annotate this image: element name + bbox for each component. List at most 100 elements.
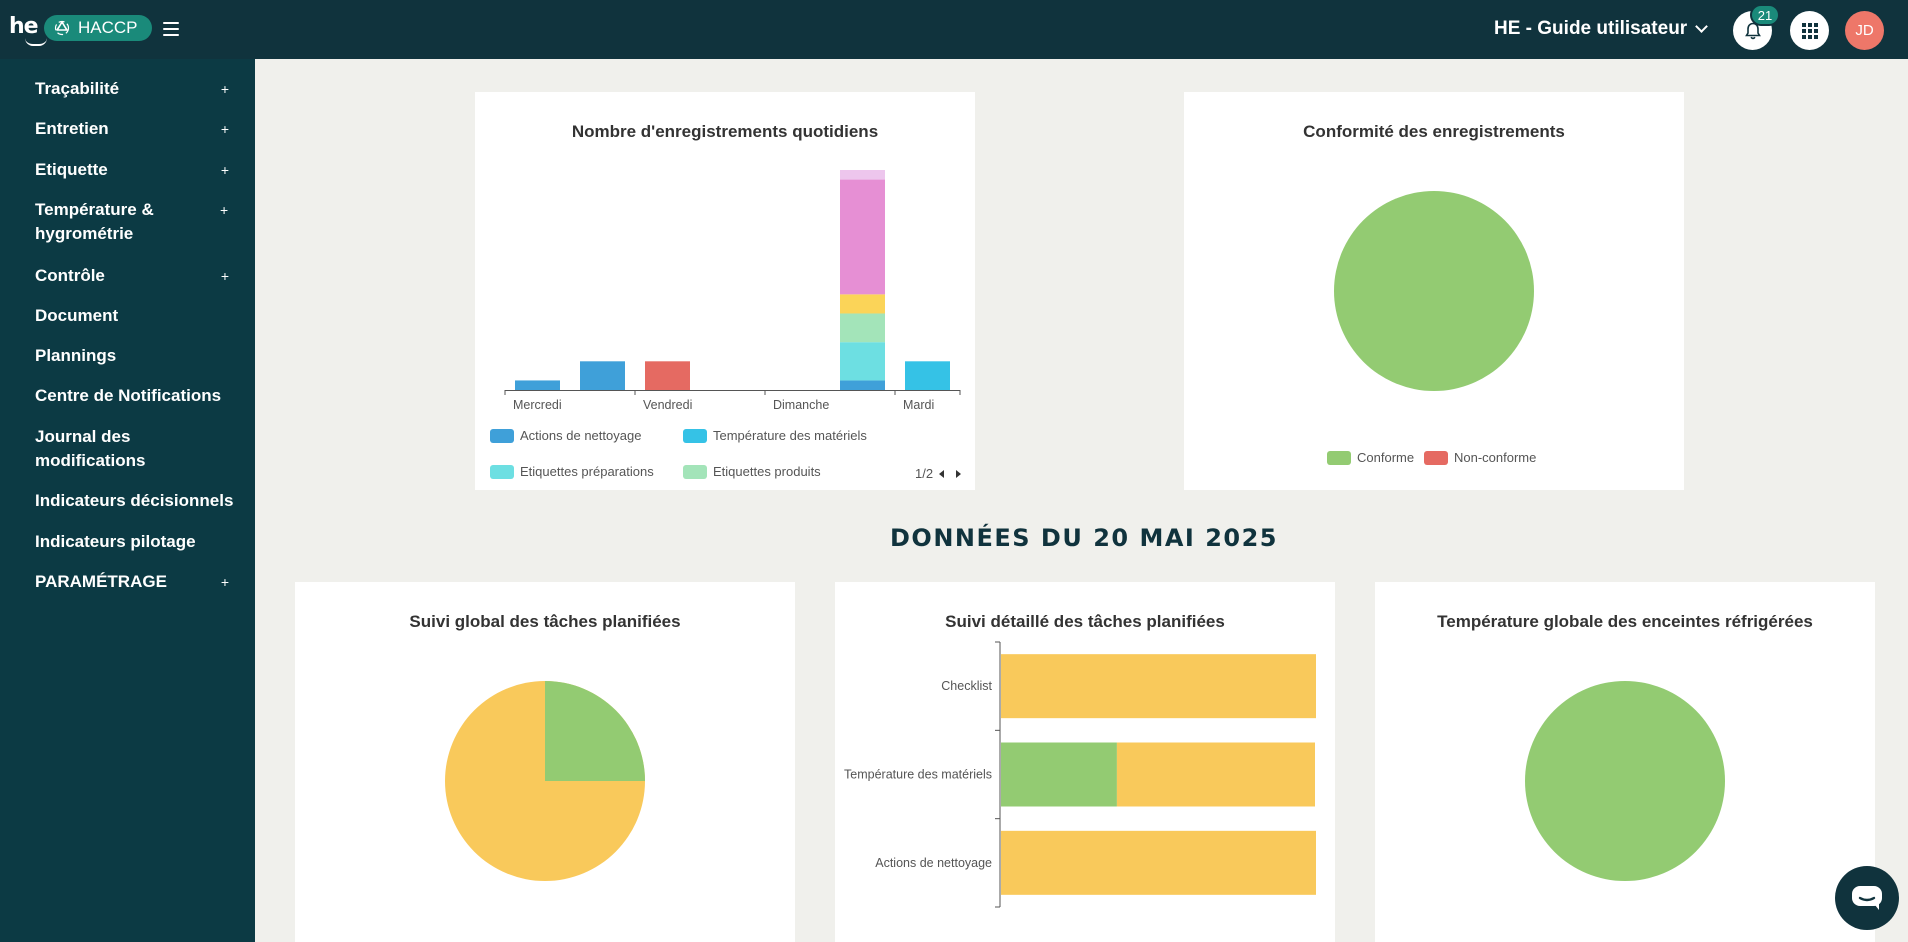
sidebar-item-label: Document [35, 306, 119, 325]
sidebar-item-label: Entretien [35, 119, 109, 138]
haccp-label: HACCP [78, 18, 138, 37]
sidebar-item-document[interactable]: Document [35, 304, 235, 328]
bar-segment[interactable] [840, 313, 885, 343]
pie-slice-done[interactable] [545, 681, 645, 781]
legend-swatch [1424, 450, 1448, 465]
bar-segment[interactable] [1001, 742, 1117, 807]
daily-records-chart: Mercredi Vendredi Dimanche Mardi [504, 170, 961, 412]
sidebar-item-plannings[interactable]: Plannings [35, 344, 235, 368]
bar-segment[interactable] [580, 361, 625, 390]
legend-item-conforme[interactable]: Conforme [1327, 450, 1414, 465]
legend-item-actions-nettoyage[interactable]: Actions de nettoyage [490, 428, 641, 443]
conformity-chart [1334, 191, 1534, 391]
legend-swatch [490, 428, 514, 443]
chat-bubble-icon [1852, 886, 1882, 910]
expand-plus-icon: + [220, 121, 229, 137]
sidebar-item-label: Contrôle [35, 266, 105, 285]
sidebar-item-indicateurs-decisionnels[interactable]: Indicateurs décisionnels [35, 489, 235, 513]
bar-segment[interactable] [840, 179, 885, 295]
pie-slice-conforme[interactable] [1334, 191, 1534, 391]
notifications-count-badge: 21 [1750, 4, 1780, 26]
legend-label: Etiquettes préparations [520, 464, 654, 479]
bar-segment[interactable] [840, 380, 885, 390]
x-tick-label: Vendredi [643, 398, 692, 412]
sidebar-item-label: PARAMÉTRAGE [35, 572, 167, 591]
sidebar-item-label: Température & hygrométrie [35, 200, 154, 243]
legend-swatch [490, 464, 514, 479]
daily-records-card: Nombre d'enregistrements quotidiens Merc… [475, 92, 975, 490]
grid-icon [1801, 22, 1818, 39]
pie-slice-ok[interactable] [1525, 681, 1725, 881]
conformity-card: Conformité des enregistrements Conforme … [1184, 92, 1684, 490]
legend-item-non-conforme[interactable]: Non-conforme [1424, 450, 1536, 465]
bar-segment[interactable] [840, 170, 885, 180]
sidebar-item-label: Indicateurs pilotage [35, 532, 196, 551]
legend-swatch [683, 464, 707, 479]
app-logo[interactable]: he [9, 14, 47, 46]
expand-plus-icon: + [220, 574, 229, 590]
legend-swatch [683, 428, 707, 443]
legend-swatch [1327, 450, 1351, 465]
sidebar: Traçabilité + Entretien + Etiquette + Te… [0, 59, 255, 942]
bar-segment[interactable] [515, 380, 560, 390]
sidebar-item-label: Centre de Notifications [35, 386, 222, 405]
legend-label: Non-conforme [1454, 450, 1537, 465]
legend-label: Etiquettes produits [713, 464, 821, 479]
sidebar-item-parametrage[interactable]: PARAMÉTRAGE + [35, 570, 235, 594]
chevron-down-icon [1695, 20, 1709, 33]
temperature-title: Température globale des enceintes réfrig… [1437, 612, 1813, 631]
top-bar: he HACCP HE - Guide utilisateur 21 JD [0, 0, 1908, 59]
sidebar-item-tracabilite[interactable]: Traçabilité + [35, 77, 235, 101]
legend-item-etiquettes-produits[interactable]: Etiquettes produits [683, 464, 821, 479]
detail-tasks-card: Suivi détaillé des tâches planifiées Che… [835, 582, 1335, 942]
legend-label: Température des matériels [713, 428, 867, 443]
bar-segment[interactable] [1116, 742, 1315, 807]
expand-plus-icon: + [220, 268, 229, 284]
expand-plus-icon: + [220, 162, 229, 178]
pager-next-icon[interactable] [956, 469, 962, 478]
expand-plus-icon[interactable]: + [220, 202, 229, 218]
temperature-card: Température globale des enceintes réfrig… [1375, 582, 1875, 942]
bar-segment[interactable] [840, 342, 885, 381]
global-tasks-title: Suivi global des tâches planifiées [409, 612, 681, 631]
sidebar-item-etiquette[interactable]: Etiquette + [35, 158, 235, 182]
haccp-badge[interactable]: HACCP [44, 15, 152, 41]
sidebar-item-controle[interactable]: Contrôle + [35, 264, 235, 288]
global-tasks-chart [445, 681, 645, 881]
sidebar-item-indicateurs-pilotage[interactable]: Indicateurs pilotage [35, 530, 235, 554]
pager-prev-icon[interactable] [939, 469, 945, 478]
detail-tasks-chart: Checklist Température des matériels Action… [844, 641, 1316, 908]
logo-text: he [9, 14, 39, 39]
legend-item-temperature-materiels[interactable]: Température des matériels [683, 428, 867, 443]
conformity-title: Conformité des enregistrements [1303, 122, 1565, 141]
menu-toggle-icon[interactable] [163, 22, 179, 36]
user-avatar[interactable]: JD [1845, 11, 1884, 50]
y-tick-label: Checklist [941, 679, 992, 693]
organization-selector[interactable]: HE - Guide utilisateur [1494, 18, 1709, 40]
logo-arc [25, 38, 47, 46]
y-tick-label: Température des matériels [844, 768, 992, 782]
expand-plus-icon: + [220, 81, 229, 97]
legend-item-etiquettes-preparations[interactable]: Etiquettes préparations [490, 464, 654, 479]
bar-segment[interactable] [1001, 654, 1316, 719]
bar-segment[interactable] [645, 361, 690, 390]
sidebar-item-temperature[interactable]: Température & hygrométrie [35, 198, 195, 246]
sidebar-item-journal[interactable]: Journal des modifications [35, 425, 215, 473]
chat-button[interactable] [1835, 866, 1899, 930]
sidebar-item-label: Etiquette [35, 160, 108, 179]
bar-segment[interactable] [1001, 830, 1316, 895]
bar-segment[interactable] [905, 361, 950, 390]
sidebar-item-entretien[interactable]: Entretien + [35, 117, 235, 141]
sidebar-item-notifications[interactable]: Centre de Notifications [35, 384, 235, 408]
global-tasks-card: Suivi global des tâches planifiées [295, 582, 795, 942]
bar-segment[interactable] [840, 294, 885, 314]
sidebar-item-label: Traçabilité [35, 79, 120, 98]
daily-records-title: Nombre d'enregistrements quotidiens [571, 122, 879, 141]
legend-pager: 1/2 [915, 466, 962, 481]
x-tick-label: Dimanche [773, 398, 829, 412]
legend-label: Actions de nettoyage [520, 428, 642, 443]
legend-label: Conforme [1357, 450, 1415, 465]
sidebar-item-label: Plannings [35, 346, 117, 365]
apps-button[interactable] [1790, 11, 1829, 50]
temperature-chart [1525, 681, 1725, 881]
